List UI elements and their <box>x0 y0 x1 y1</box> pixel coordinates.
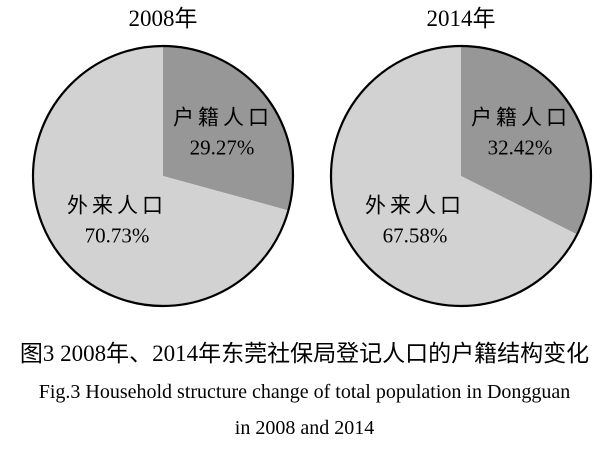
pie-title-2008: 2008年 <box>128 6 198 31</box>
pie-svg-2008 <box>31 44 295 308</box>
slice-value-household: 32.42% <box>487 135 553 160</box>
figure-caption-en-line2: in 2008 and 2014 <box>234 417 375 439</box>
slice-label-household: 户籍人口 <box>173 105 273 130</box>
pie-title-2014: 2014年 <box>426 6 496 31</box>
slice-label-migrant: 外来人口 <box>365 193 465 218</box>
pie-svg-2014 <box>329 44 593 308</box>
pie-chart-2008: 户籍人口 29.27% 外来人口 70.73% <box>30 43 296 309</box>
slice-label-migrant: 外来人口 <box>67 193 167 218</box>
slice-value-migrant: 70.73% <box>84 223 150 248</box>
pie-chart-2014: 户籍人口 32.42% 外来人口 67.58% <box>328 43 594 309</box>
figure-caption-en-line1: Fig.3 Household structure change of tota… <box>38 381 571 403</box>
slice-value-migrant: 67.58% <box>382 223 448 248</box>
figure-caption-zh: 图3 2008年、2014年东莞社保局登记人口的户籍结构变化 <box>19 341 590 366</box>
slice-label-household: 户籍人口 <box>471 105 571 130</box>
slice-value-household: 29.27% <box>189 135 255 160</box>
